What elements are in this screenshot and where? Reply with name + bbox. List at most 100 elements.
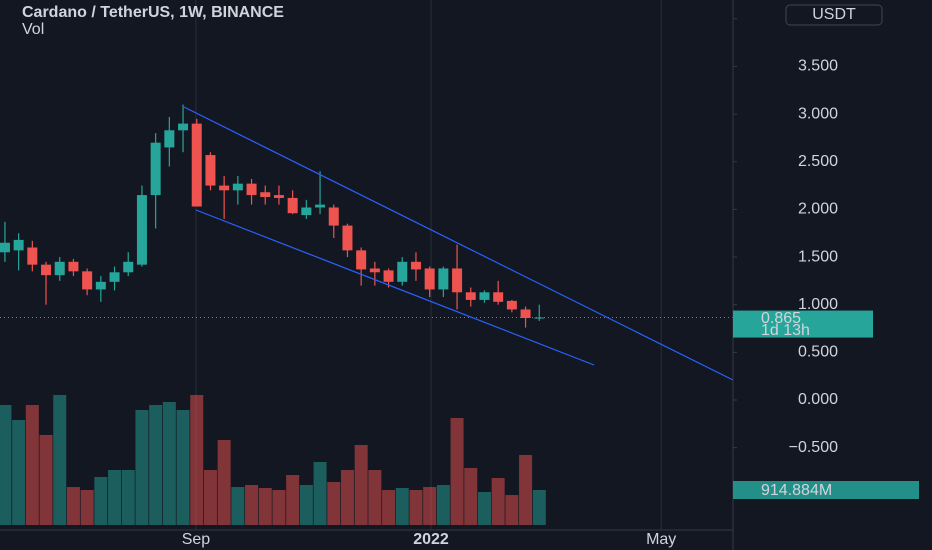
volume-bar: [12, 419, 26, 525]
y-tick-label: 3.500: [798, 58, 838, 75]
volume-last-label: 914.884M: [761, 482, 832, 499]
volume-bar: [368, 469, 382, 525]
candle-body: [27, 247, 38, 265]
candle-body: [205, 155, 216, 186]
candle-body: [506, 300, 517, 310]
trend-line-upper: [183, 106, 734, 381]
volume-bar: [299, 484, 313, 525]
candle-body: [0, 242, 10, 253]
trend-line-lower: [195, 209, 595, 366]
candle-body: [452, 268, 463, 293]
candle-body: [479, 292, 490, 300]
y-tick-label: 0.000: [798, 391, 838, 408]
volume-bar: [121, 469, 135, 525]
countdown-label: 1d 13h: [761, 322, 810, 339]
candle-body: [397, 261, 408, 282]
candle-body: [150, 142, 161, 196]
candle-body: [82, 271, 93, 290]
volume-bar: [477, 491, 491, 525]
volume-pane: [0, 395, 546, 525]
volume-bar: [94, 476, 108, 525]
candle-body: [356, 250, 367, 270]
volume-bar: [436, 484, 450, 525]
volume-bar: [532, 489, 546, 525]
volume-bar: [519, 454, 533, 525]
candle-body: [424, 268, 435, 290]
candle-body: [191, 123, 202, 207]
candle-body: [41, 264, 52, 276]
volume-bar: [53, 395, 67, 525]
candle-body: [342, 225, 353, 251]
candle-body: [315, 204, 326, 208]
volume-bar: [80, 489, 94, 525]
candle-body: [328, 207, 339, 226]
y-tick-label: 1.000: [798, 296, 838, 313]
volume-bar: [0, 404, 12, 525]
y-tick-label: 3.000: [798, 105, 838, 122]
candle-body: [301, 207, 312, 216]
y-tick-label: −0.500: [789, 439, 838, 456]
candle-body: [13, 239, 24, 251]
candle-body: [178, 123, 189, 131]
volume-bar: [231, 487, 245, 525]
volume-bar: [190, 395, 204, 525]
price-axis: 4.0003.5003.0002.5002.0001.5001.0000.500…: [733, 10, 919, 499]
y-tick-label: 2.000: [798, 201, 838, 218]
y-tick-label: 2.500: [798, 153, 838, 170]
x-tick-label: 2022: [413, 531, 449, 548]
y-tick-label: 0.500: [798, 344, 838, 361]
candle-body: [369, 268, 380, 273]
volume-bar: [162, 402, 176, 525]
volume-bar: [176, 409, 190, 525]
candle-body: [54, 261, 65, 276]
volume-bar: [108, 469, 122, 525]
volume-bar: [25, 404, 39, 525]
volume-bar: [286, 474, 300, 525]
candle-body: [68, 261, 79, 272]
candle-body: [246, 183, 257, 196]
volume-bar: [327, 481, 341, 525]
x-tick-label: May: [646, 531, 676, 548]
candle-body: [534, 317, 545, 319]
x-tick-label: Sep: [182, 531, 211, 548]
volume-bar: [450, 417, 464, 525]
currency-label: USDT: [812, 6, 856, 23]
volume-bar: [217, 439, 231, 525]
last-price-label: 0.865: [761, 310, 801, 327]
volume-bar: [39, 434, 53, 525]
volume-bar: [505, 495, 519, 525]
volume-bar: [245, 484, 259, 525]
candle-body: [287, 197, 298, 214]
candle-body: [123, 261, 134, 273]
candle-body: [109, 272, 120, 282]
y-tick-label: 1.500: [798, 248, 838, 265]
chart-title: Cardano / TetherUS, 1W, BINANCE: [22, 4, 284, 21]
last-price-tag: [733, 310, 873, 338]
candle-body: [465, 292, 476, 300]
currency-button[interactable]: [785, 4, 883, 26]
volume-bar: [313, 461, 327, 525]
candle-body: [260, 192, 271, 197]
volume-bar: [354, 445, 368, 525]
candle-body: [383, 270, 394, 282]
volume-bar: [149, 404, 163, 525]
candle-body: [232, 183, 243, 191]
volume-legend: Vol: [22, 21, 44, 38]
candle-body: [410, 261, 421, 270]
volume-bar: [491, 477, 505, 525]
candle-body: [95, 281, 106, 290]
candle-body: [136, 195, 147, 265]
volume-bar: [382, 489, 396, 525]
candle-body: [438, 268, 449, 290]
volume-bar: [135, 409, 149, 525]
volume-bar: [203, 469, 217, 525]
candle-pane: [0, 104, 733, 328]
candle-body: [273, 195, 284, 198]
volume-bar: [464, 467, 478, 525]
volume-bar: [272, 489, 286, 525]
candle-body: [493, 292, 504, 302]
candle-body: [520, 309, 531, 319]
volume-bar: [395, 488, 409, 525]
